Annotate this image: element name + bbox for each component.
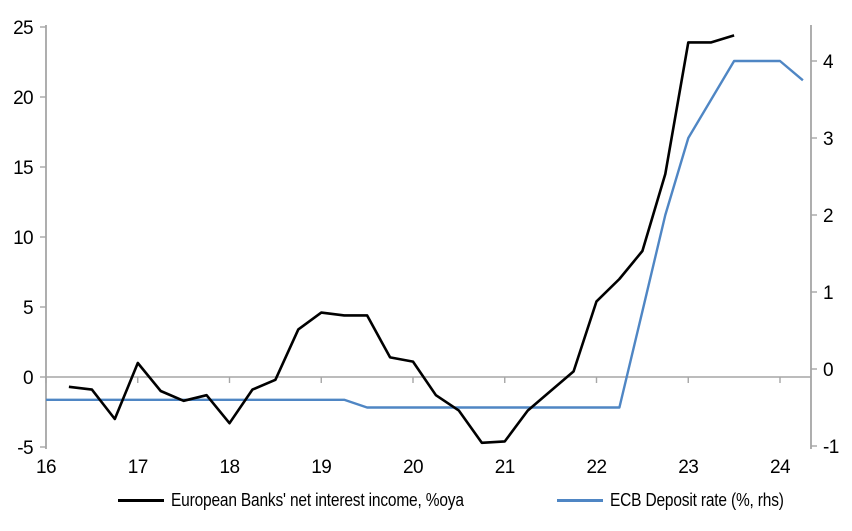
left-axis-label: 25 — [13, 18, 33, 39]
left-axis-label: -5 — [17, 438, 33, 459]
series-line-net-interest-income — [68, 34, 735, 445]
x-axis-label: 16 — [36, 457, 56, 478]
left-axis-label: 20 — [13, 88, 33, 109]
right-axis-label: 0 — [823, 360, 833, 381]
x-axis-label: 17 — [128, 457, 148, 478]
x-axis-label: 21 — [495, 457, 515, 478]
left-axis-label: 5 — [23, 298, 33, 319]
legend-label-net-interest-income: European Banks' net interest income, %oy… — [171, 490, 464, 510]
series-line-ecb-deposit-rate — [46, 59, 804, 409]
right-axis-label: 4 — [823, 52, 834, 73]
legend-item-ecb-deposit-rate: ECB Deposit rate (%, rhs) — [557, 490, 812, 511]
right-axis-label: 2 — [823, 206, 833, 227]
legend-line-swatch-black — [118, 499, 164, 502]
x-axis-label: 20 — [403, 457, 423, 478]
legend-label-ecb-deposit-rate: ECB Deposit rate (%, rhs) — [610, 490, 785, 510]
legend-line-swatch-blue — [557, 499, 604, 502]
x-axis-label: 22 — [587, 457, 607, 478]
right-axis-label: 3 — [823, 129, 833, 150]
x-axis-label: 23 — [678, 457, 698, 478]
right-axis-label: 1 — [823, 283, 833, 304]
chart-legend: European Banks' net interest income, %oy… — [118, 490, 813, 511]
x-axis-label: 24 — [770, 457, 791, 478]
x-axis-label: 19 — [311, 457, 331, 478]
legend-item-net-interest-income: European Banks' net interest income, %oy… — [118, 490, 511, 511]
left-axis-label: 15 — [13, 158, 33, 179]
left-axis-label: 10 — [13, 228, 33, 249]
x-axis-label: 18 — [220, 457, 240, 478]
right-axis-label: -1 — [823, 437, 839, 458]
left-axis-label: 0 — [23, 368, 33, 389]
